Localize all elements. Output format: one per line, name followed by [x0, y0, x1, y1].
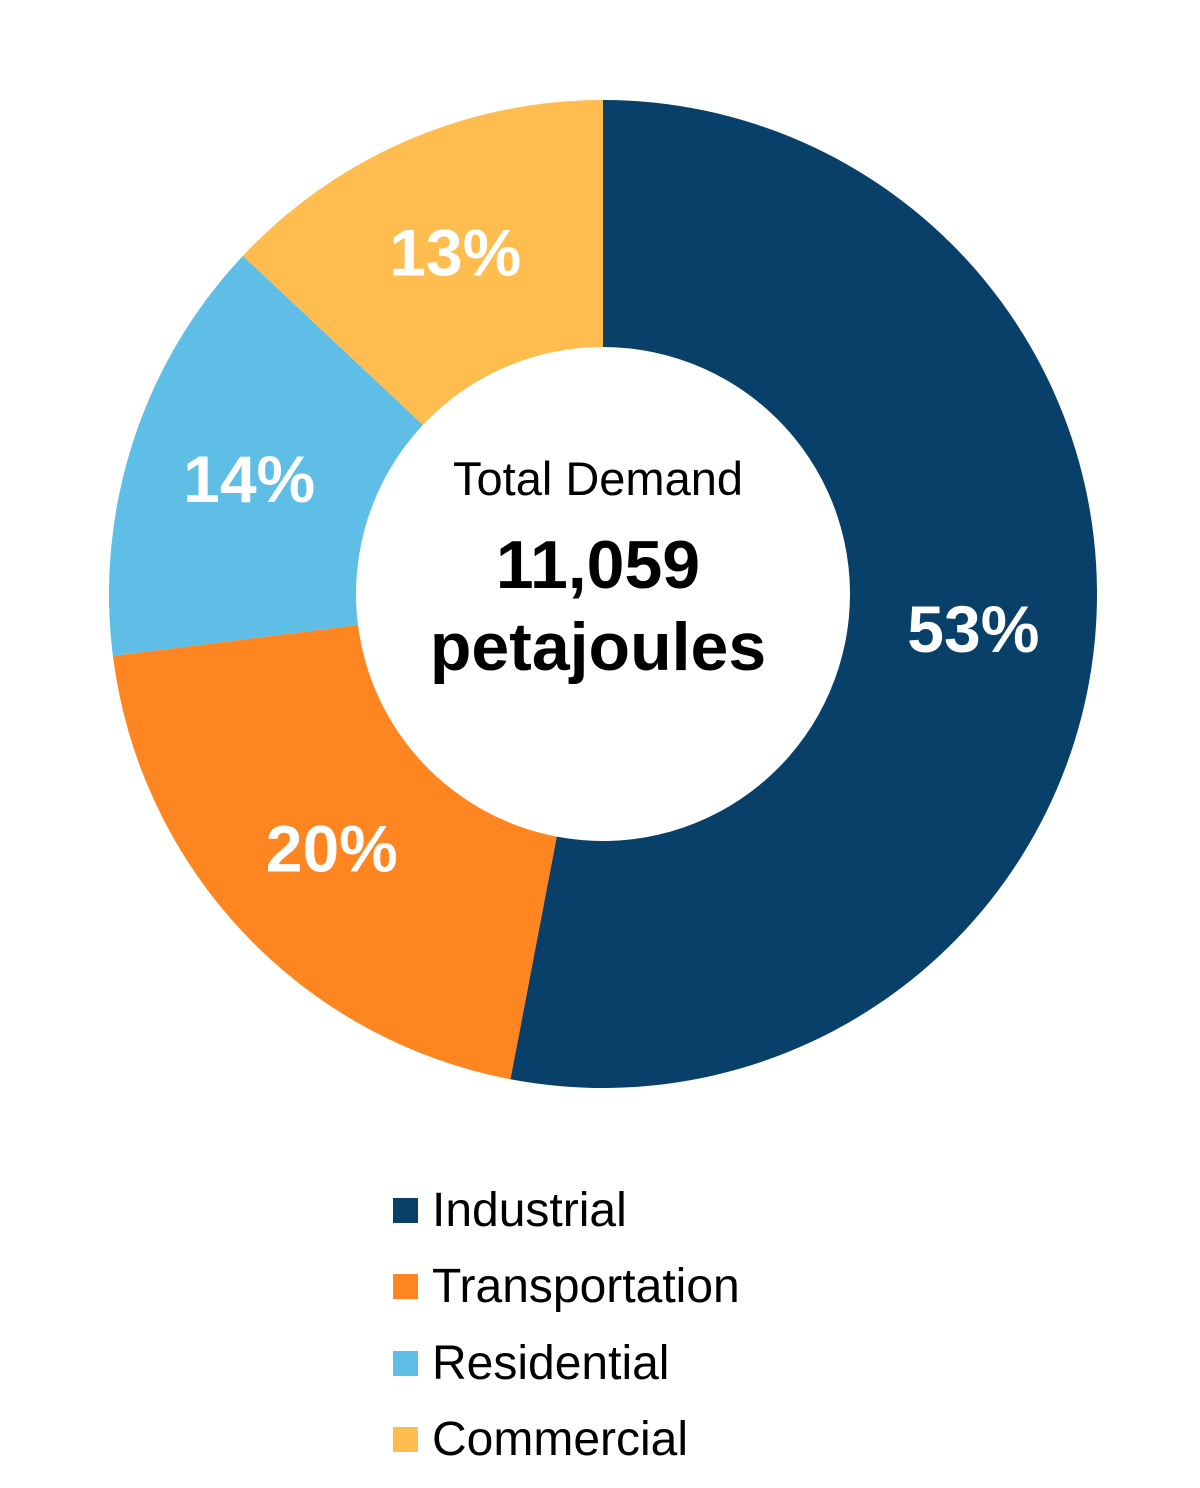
legend-swatch	[393, 1197, 418, 1223]
legend-item-commercial: Commercial	[393, 1402, 740, 1479]
data-label-industrial: 53%	[907, 592, 1039, 666]
legend-label: Commercial	[432, 1413, 689, 1467]
slice-commercial	[242, 100, 603, 425]
data-label-residential: 14%	[183, 442, 315, 516]
legend-swatch	[393, 1427, 418, 1453]
center-unit: petajoules	[430, 609, 766, 685]
legend-swatch	[393, 1274, 418, 1300]
legend-swatch	[393, 1350, 418, 1376]
legend-label: Industrial	[432, 1183, 627, 1237]
center-title: Total Demand	[453, 452, 743, 505]
legend-item-transportation: Transportation	[393, 1249, 740, 1326]
slice-industrial	[510, 100, 1097, 1088]
data-label-commercial: 13%	[389, 216, 521, 290]
legend: Industrial Transportation Residential Co…	[393, 1172, 740, 1478]
legend-label: Transportation	[432, 1260, 740, 1314]
legend-item-residential: Residential	[393, 1325, 740, 1402]
legend-item-industrial: Industrial	[393, 1172, 740, 1249]
slice-residential	[109, 255, 423, 656]
center-value: 11,059	[496, 527, 700, 603]
donut-chart: 53% 20% 14% 13% Total Demand 11,059 petajou…	[109, 100, 1097, 1088]
legend-label: Residential	[432, 1336, 670, 1390]
slice-transportation	[112, 624, 557, 1080]
data-label-transportation: 20%	[266, 812, 398, 886]
